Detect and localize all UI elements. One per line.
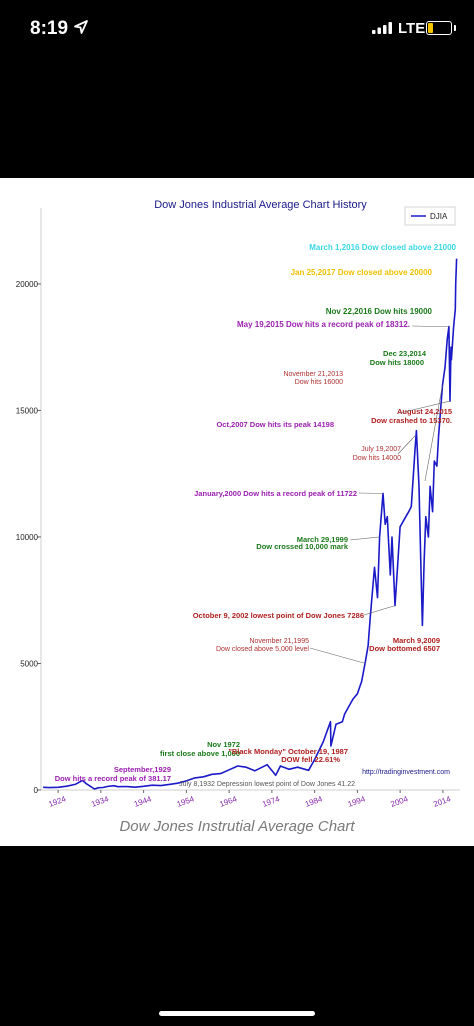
legend-box — [404, 206, 456, 226]
annotation-leader-line — [349, 536, 380, 541]
annotation-leader-line — [424, 385, 443, 482]
annotation-leader-line — [397, 435, 416, 455]
annotation-label: Dec 23,2014 — [383, 349, 427, 358]
annotation-label: August 24,2015 — [397, 407, 452, 416]
status-bar: 8:19 LTE — [0, 0, 474, 60]
annotation-label: Jan 25,2017 Dow closed above 20000 — [291, 268, 433, 277]
annotation-leader-line — [411, 325, 449, 327]
annotation-label: March 1,2016 Dow closed above 21000 — [309, 243, 456, 252]
network-type: LTE — [398, 20, 426, 37]
annotation-label: Oct,2007 Dow hits its peak 14198 — [216, 420, 334, 429]
annotation-label: Dow hits 16000 — [295, 379, 343, 386]
y-tick-label: 20000 — [16, 280, 39, 289]
annotation-label: January,2000 Dow hits a record peak of 1… — [194, 489, 357, 498]
annotation-leader-line — [363, 605, 396, 616]
annotation-leader-line — [399, 400, 451, 414]
annotation-label: DOW fell 22.61% — [281, 755, 340, 764]
y-tick-label: 5000 — [20, 659, 38, 668]
annotation-label: "Black Monday" October 19, 1987 — [228, 747, 348, 756]
battery-low-icon — [426, 21, 456, 35]
image-content: Dow Jones Industrial Average Chart Histo… — [0, 178, 474, 846]
x-tick-label: 1954 — [176, 794, 196, 809]
annotation-label: March 9,2009 — [393, 636, 440, 645]
location-arrow-icon — [74, 20, 88, 34]
y-tick-label: 15000 — [16, 406, 39, 415]
signal-bars-icon — [372, 22, 392, 34]
annotation-label: October 9, 2002 lowest point of Dow Jone… — [193, 611, 364, 620]
status-time: 8:19 — [30, 18, 69, 39]
annotation-label: Dow closed above 5,000 level — [216, 646, 309, 653]
annotation-label: March 29,1999 — [297, 535, 348, 544]
x-tick-label: 1974 — [261, 794, 281, 809]
y-tick-label: 10000 — [16, 533, 39, 542]
series-line-djia — [43, 258, 458, 790]
x-tick-label: 1994 — [347, 794, 367, 809]
chart-caption: Dow Jones Instrutial Average Chart — [119, 818, 355, 835]
annotation-label: Dow crashed to 15370. — [371, 416, 452, 425]
y-tick-label: 0 — [34, 786, 39, 795]
annotation-label: Nov 22,2016 Dow hits 19000 — [326, 307, 433, 316]
annotation-label: Nov 1972 — [207, 740, 240, 749]
watermark-url: http://tradinginvestment.com — [362, 769, 450, 776]
x-tick-label: 1944 — [133, 794, 153, 809]
djia-line-chart: Dow Jones Industrial Average Chart Histo… — [16, 199, 460, 809]
annotation-label: July 19,2007 — [361, 446, 401, 453]
annotation-label: May 19,2015 Dow hits a record peak of 18… — [237, 320, 410, 329]
x-tick-label: 1934 — [90, 794, 110, 809]
x-tick-label: 1984 — [304, 794, 324, 809]
x-tick-label: 1964 — [218, 794, 238, 809]
chart-title: Dow Jones Industrial Average Chart Histo… — [154, 199, 367, 211]
chart-legend: DJIA — [404, 206, 456, 226]
x-tick-label: 2014 — [432, 794, 452, 809]
legend-entry: DJIA — [430, 212, 448, 221]
x-tick-label: 1924 — [47, 794, 67, 809]
annotation-label: Dow bottomed 6507 — [369, 644, 440, 653]
annotation-label: first close above 1,000 — [160, 749, 240, 758]
home-indicator[interactable] — [159, 1011, 315, 1016]
annotation-label: Dow hits 14000 — [353, 455, 401, 462]
annotation-label: September,1929 — [114, 765, 171, 774]
x-tick-label: 2004 — [389, 794, 409, 809]
annotation-label: Dow hits 18000 — [370, 358, 424, 367]
annotation-label: July 8,1932 Depression lowest point of D… — [179, 781, 355, 788]
annotation-label: November 21,1995 — [249, 638, 309, 645]
annotation-leader-line — [309, 647, 366, 664]
annotation-label: November 21,2013 — [283, 371, 343, 378]
annotation-label: Dow hits a record peak of 381.17 — [55, 774, 171, 783]
annotation-label: Dow crossed 10,000 mark — [256, 542, 349, 551]
